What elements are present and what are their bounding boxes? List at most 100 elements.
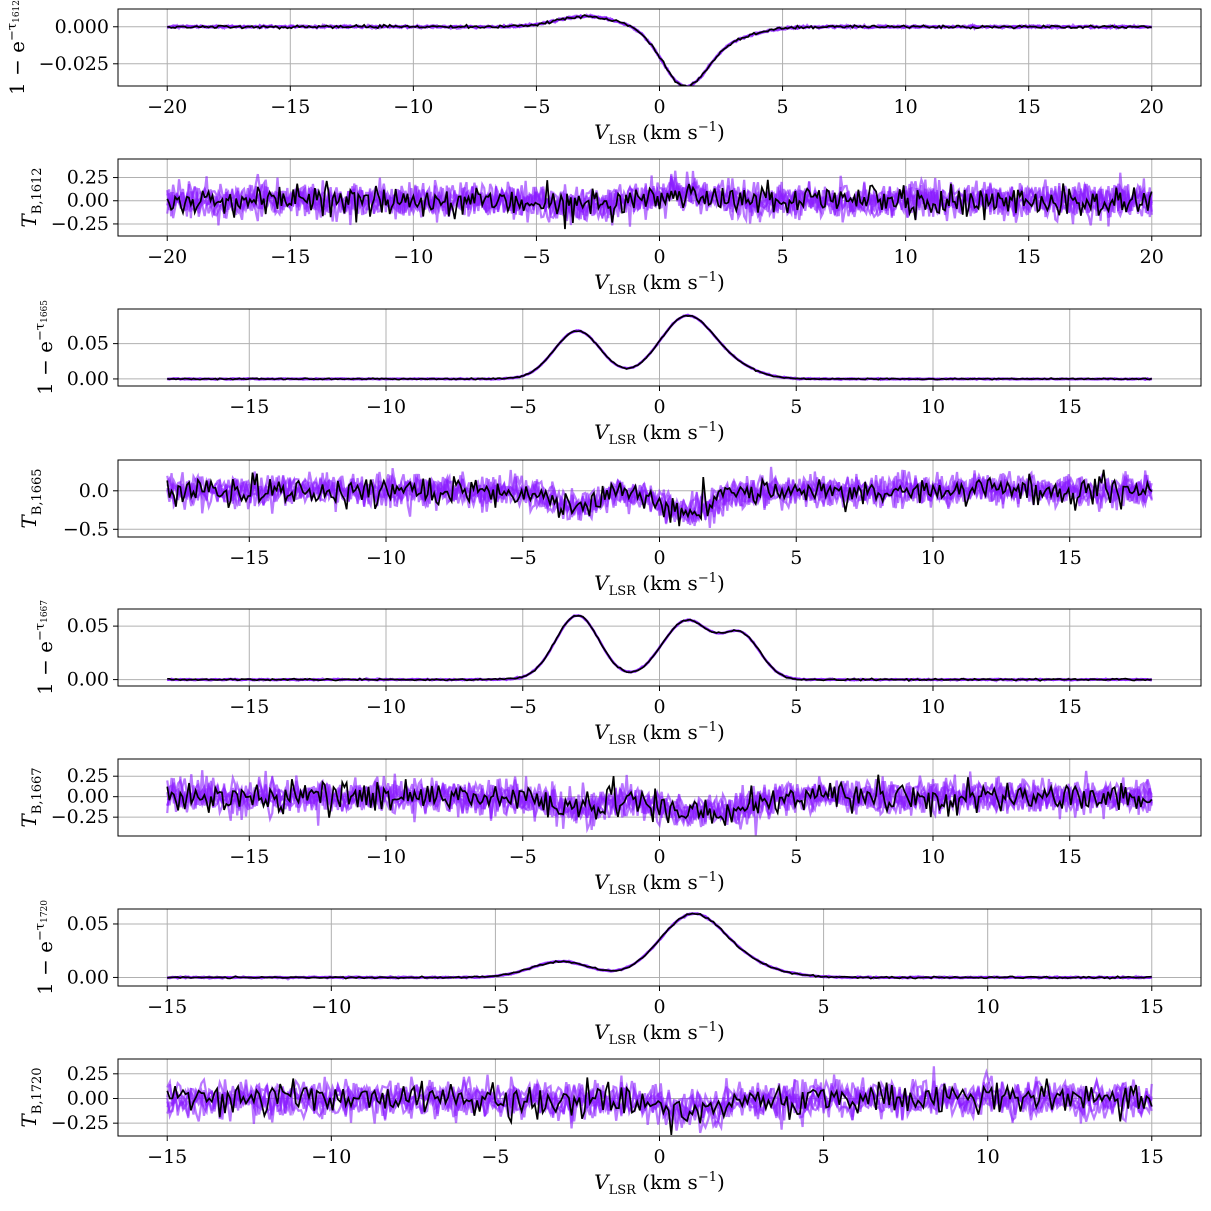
x-tick-label: 15 — [1017, 96, 1041, 118]
y-axis-label: 1 − e−τ1720 — [33, 900, 57, 995]
x-tick-label: −20 — [147, 96, 187, 118]
x-tick-label: 10 — [921, 547, 945, 569]
x-tick-label: −15 — [229, 547, 269, 569]
x-tick-label: 5 — [790, 547, 802, 569]
x-tick-label: 15 — [1058, 846, 1082, 868]
model-sample-line — [166, 175, 1153, 223]
x-tick-label: 0 — [653, 996, 665, 1018]
x-tick-label: 0 — [653, 846, 665, 868]
x-tick-label: 5 — [818, 996, 830, 1018]
y-tick-label: 0.00 — [67, 190, 109, 212]
x-tick-label: 15 — [1058, 696, 1082, 718]
panel-7: −15 −10 −5 0 5 10 15 0.05 0.00 VLSR (km s−1) 1 − e… — [33, 900, 1202, 1048]
y-tick-label: 0.05 — [67, 333, 109, 355]
y-tick-label: 0.25 — [67, 1063, 109, 1085]
panel-8: −15 −10 −5 0 5 10 15 0.250.00 −0.25 VLSR (km s−1)… — [17, 1058, 1202, 1198]
x-tick-label: 10 — [921, 696, 945, 718]
y-axis-label: TB,1612 — [17, 167, 45, 227]
y-tick-label: 0.00 — [67, 786, 109, 808]
y-tick-label: 0.00 — [67, 1087, 109, 1109]
data-line — [166, 1077, 1153, 1136]
y-tick-label: 0.05 — [67, 615, 109, 637]
x-tick-label: 15 — [1058, 547, 1082, 569]
x-axis-label: VLSR (km s−1) — [594, 120, 725, 148]
model-sample-line — [166, 774, 1153, 834]
y-tick-label: −0.25 — [51, 806, 109, 828]
y-axis-label: 1 − e−τ1667 — [33, 600, 57, 695]
y-tick-label: 0.00 — [67, 368, 109, 390]
data-line — [167, 314, 1153, 381]
x-tick-label: −5 — [522, 246, 550, 268]
panel-5: −15 −10 −5 0 5 10 15 0.05 0.00 VLSR (km s−1) 1 − e… — [33, 600, 1202, 748]
x-tick-label: 0 — [653, 96, 665, 118]
x-tick-label: 20 — [1140, 96, 1164, 118]
y-axis-label: 1 − e−τ1612 — [5, 0, 29, 95]
x-tick-label: 10 — [894, 96, 918, 118]
panel-2: −20 −15 −10 −5 0 5 10 15 20 0.250.00−0.25 VLSR (km… — [17, 158, 1202, 298]
x-tick-label: 0 — [653, 396, 665, 418]
x-tick-label: −15 — [147, 1146, 187, 1168]
y-tick-label: −0.5 — [63, 518, 109, 540]
x-tick-label: −20 — [147, 246, 187, 268]
x-tick-label: −5 — [481, 996, 509, 1018]
y-axis-label: TB,1720 — [17, 1067, 45, 1127]
x-tick-label: 10 — [921, 396, 945, 418]
x-tick-label: −10 — [366, 396, 406, 418]
data-line — [167, 14, 1152, 86]
y-tick-label: 0.05 — [67, 913, 109, 935]
x-axis-label: VLSR (km s−1) — [594, 720, 725, 748]
y-tick-label: −0.25 — [51, 1112, 109, 1134]
x-axis-label: VLSR (km s−1) — [594, 270, 725, 298]
y-tick-label: 0.25 — [67, 765, 109, 787]
x-tick-label: −5 — [509, 396, 537, 418]
data-line — [167, 912, 1152, 980]
x-tick-label: −10 — [311, 996, 351, 1018]
x-tick-label: −15 — [229, 396, 269, 418]
x-tick-label: −15 — [229, 846, 269, 868]
data-line — [167, 614, 1152, 682]
x-tick-label: −10 — [311, 1146, 351, 1168]
model-sample-line — [166, 466, 1153, 526]
y-axis-label: 1 − e−τ1665 — [33, 300, 57, 395]
x-tick-label: −10 — [393, 96, 433, 118]
x-tick-label: 5 — [790, 396, 802, 418]
data-line — [166, 774, 1153, 826]
x-tick-label: 15 — [1017, 246, 1041, 268]
x-tick-label: −10 — [366, 696, 406, 718]
x-tick-label: 5 — [790, 696, 802, 718]
x-tick-label: 10 — [976, 1146, 1000, 1168]
x-tick-label: −10 — [393, 246, 433, 268]
y-tick-label: 0.00 — [67, 966, 109, 988]
x-tick-label: −5 — [522, 96, 550, 118]
y-tick-label: −0.025 — [39, 53, 109, 75]
x-tick-label: −15 — [229, 696, 269, 718]
y-axis-label: TB,1667 — [17, 767, 45, 827]
x-tick-label: 0 — [653, 1146, 665, 1168]
x-tick-label: −15 — [270, 96, 310, 118]
x-tick-label: 0 — [653, 246, 665, 268]
x-tick-label: −10 — [366, 547, 406, 569]
x-tick-label: 10 — [894, 246, 918, 268]
x-tick-label: −5 — [481, 1146, 509, 1168]
x-tick-label: 5 — [790, 846, 802, 868]
x-axis-label: VLSR (km s−1) — [594, 870, 725, 898]
data-line — [166, 179, 1153, 230]
x-tick-label: 5 — [777, 96, 789, 118]
data-line — [166, 469, 1153, 527]
x-tick-label: 0 — [653, 696, 665, 718]
x-tick-label: 10 — [921, 846, 945, 868]
x-tick-label: 10 — [976, 996, 1000, 1018]
x-axis-label: VLSR (km s−1) — [594, 1020, 725, 1048]
x-tick-label: −15 — [270, 246, 310, 268]
x-tick-label: 0 — [653, 547, 665, 569]
y-tick-label: −0.25 — [51, 213, 109, 235]
x-tick-label: −5 — [509, 846, 537, 868]
y-tick-label: 0.00 — [67, 669, 109, 691]
x-tick-label: 5 — [818, 1146, 830, 1168]
model-sample-line — [166, 13, 1153, 86]
x-tick-label: 5 — [777, 246, 789, 268]
x-tick-label: 20 — [1140, 246, 1164, 268]
x-axis-label: VLSR (km s−1) — [594, 1170, 725, 1198]
x-tick-label: −10 — [366, 846, 406, 868]
